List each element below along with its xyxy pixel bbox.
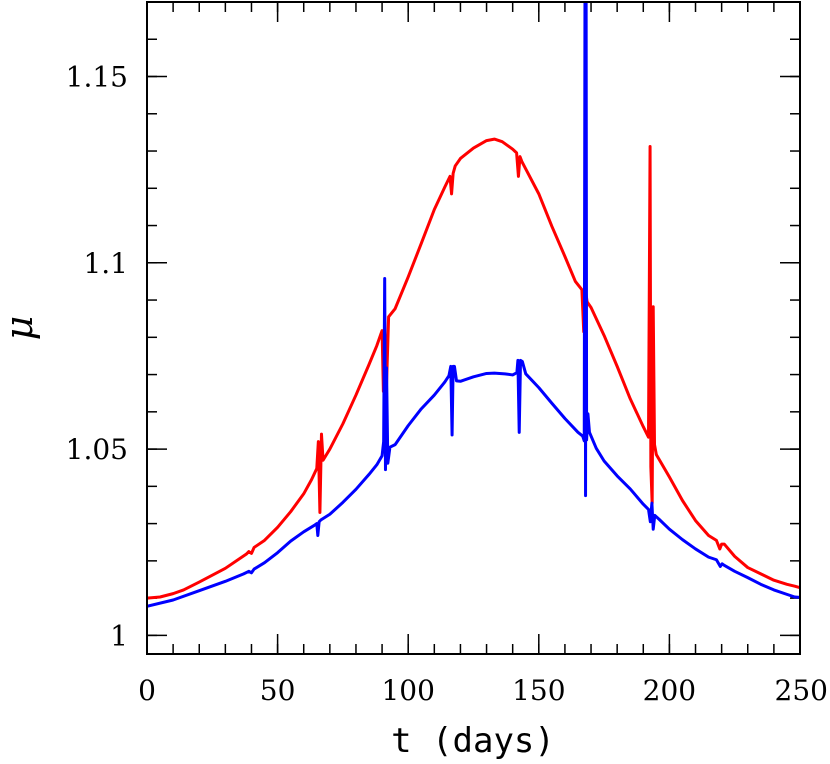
series-group: [147, 2, 800, 608]
x-tick-label: 50: [260, 674, 296, 707]
x-tick-label: 100: [381, 674, 434, 707]
y-axis-label: μ: [0, 316, 41, 341]
axis-ticks: [146, 1, 801, 654]
series-line-1: [147, 137, 800, 600]
x-tick-label: 150: [512, 674, 565, 707]
y-tick-label: 1.15: [66, 61, 128, 94]
x-tick-label: 0: [138, 674, 156, 707]
y-tick-label: 1.1: [83, 247, 128, 280]
plot-frame: [146, 1, 801, 655]
tick-labels: 0 50 100 150 200 250 1 1.05 1.1 1.15: [66, 61, 828, 707]
x-axis-label: t (days): [391, 721, 555, 761]
y-tick-label: 1: [110, 619, 128, 652]
y-tick-label: 1.05: [66, 433, 128, 466]
x-tick-label: 250: [775, 674, 828, 707]
series-line-2: [147, 2, 800, 608]
x-tick-label: 200: [643, 674, 696, 707]
